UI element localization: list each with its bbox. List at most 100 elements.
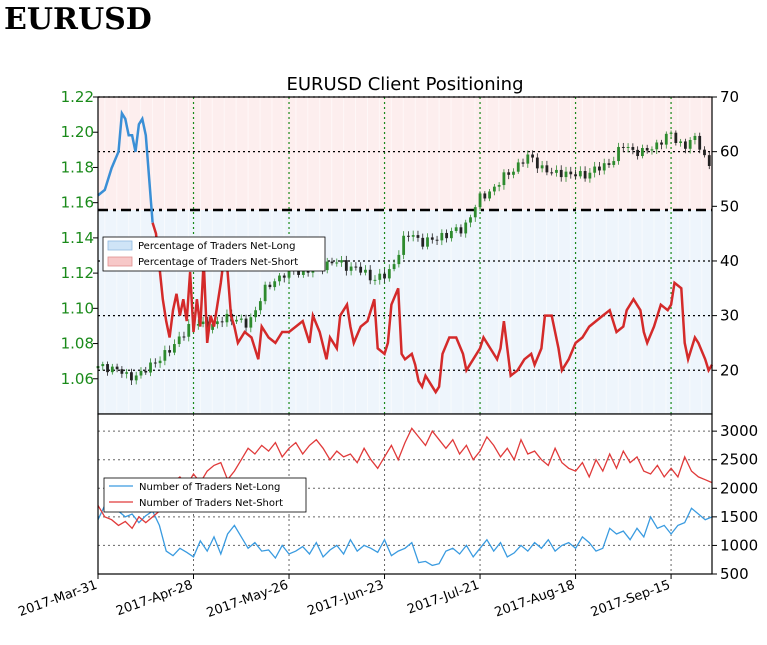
candle-body — [593, 166, 597, 173]
price-tick-label: 1.22 — [61, 88, 94, 106]
candle-body — [636, 149, 640, 157]
candle-body — [588, 172, 592, 179]
count-tick-label: 2500 — [720, 451, 758, 469]
candle-body — [416, 235, 420, 238]
candle-body — [373, 279, 377, 281]
candle-body — [244, 318, 248, 328]
candle-body — [526, 154, 530, 164]
candle-body — [669, 132, 673, 134]
candle-body — [607, 163, 611, 165]
candle-body — [464, 222, 468, 234]
price-tick-label: 1.20 — [61, 123, 94, 141]
pct-tick-label: 40 — [720, 252, 739, 270]
candle-body — [507, 172, 511, 175]
page-title: EURUSD — [4, 2, 152, 37]
candle-body — [125, 372, 129, 374]
candle-body — [187, 323, 191, 337]
candle-body — [268, 284, 272, 288]
candle-body — [254, 310, 257, 318]
x-tick-label: 2017-Mar-31 — [17, 578, 100, 620]
candle-body — [344, 260, 348, 271]
candle-body — [144, 370, 148, 373]
candle-body — [521, 162, 525, 164]
candle-body — [383, 273, 386, 279]
candle-body — [698, 135, 702, 150]
x-tick-label: 2017-Apr-28 — [114, 578, 195, 620]
candle-body — [211, 324, 215, 330]
candle-body — [273, 281, 277, 288]
candle-body — [249, 317, 253, 328]
candle-body — [497, 185, 501, 187]
candle-body — [430, 237, 434, 240]
candle-body — [598, 166, 601, 171]
bottom-panel-frame — [97, 413, 713, 575]
candle-body — [703, 149, 706, 156]
pct-tick-label: 60 — [720, 143, 739, 161]
x-tick-label: 2017-May-26 — [205, 578, 291, 621]
candle-body — [340, 260, 343, 263]
candle-body — [707, 155, 711, 167]
candle-body — [488, 191, 491, 199]
candle-body — [407, 235, 410, 237]
candle-body — [492, 186, 496, 192]
x-tick-label: 2017-Aug-18 — [493, 578, 577, 621]
count-axis: 500 1000 1500 2000 2500 3000 — [712, 422, 758, 583]
candle-body — [602, 163, 606, 171]
candle-body — [263, 284, 267, 302]
candle-body — [469, 217, 472, 223]
price-tick-label: 1.08 — [61, 335, 94, 353]
candle-body — [535, 157, 539, 169]
candle-body — [368, 269, 372, 281]
candle-body — [225, 313, 229, 323]
candle-body — [402, 235, 406, 255]
count-tick-label: 3000 — [720, 422, 758, 440]
candle-body — [631, 146, 635, 150]
date-axis: 2017-Mar-31 2017-Apr-28 2017-May-26 2017-Ju… — [17, 574, 673, 621]
candle-body — [411, 235, 415, 237]
candle-body — [306, 270, 310, 273]
candle-body — [387, 269, 391, 279]
pct-long-line — [97, 109, 154, 223]
pct-tick-label: 70 — [720, 88, 739, 106]
candle-body — [297, 271, 300, 275]
candle-body — [278, 275, 281, 282]
candle-body — [564, 171, 568, 178]
candle-body — [650, 149, 654, 151]
candle-body — [578, 171, 582, 177]
legend-label-pct-short: Percentage of Traders Net-Short — [138, 257, 298, 268]
candle-body — [215, 321, 219, 325]
candle-body — [574, 174, 577, 177]
candle-body — [454, 227, 458, 231]
candle-body — [502, 172, 506, 186]
bottom-legend-box — [103, 477, 307, 513]
candle-body — [364, 269, 367, 273]
candle-body — [177, 336, 181, 345]
candle-body — [182, 336, 186, 338]
candle-body — [378, 273, 382, 280]
candle-body — [540, 165, 544, 169]
candle-body — [163, 350, 167, 361]
candle-body — [559, 169, 563, 178]
candle-body — [569, 171, 573, 175]
candle-body — [134, 375, 138, 381]
candle-body — [621, 146, 625, 148]
candle-body — [115, 366, 119, 370]
candle-body — [130, 372, 133, 381]
pct-tick-label: 20 — [720, 361, 739, 379]
candle-body — [449, 230, 453, 239]
candle-body — [206, 321, 210, 330]
candle-body — [359, 266, 363, 273]
x-tick-label: 2017-Sep-15 — [589, 578, 673, 621]
candle-body — [617, 146, 620, 162]
candle-body — [435, 239, 439, 241]
candle-body — [139, 370, 143, 376]
legend-label-count-short: Number of Traders Net-Short — [139, 498, 283, 509]
candle-body — [545, 165, 549, 173]
candle-body — [660, 142, 663, 145]
candle-body — [239, 318, 243, 320]
count-long-line — [97, 504, 713, 567]
candle-body — [168, 350, 172, 353]
pct-short-line — [151, 222, 714, 395]
pct-tick-label: 50 — [720, 197, 739, 215]
